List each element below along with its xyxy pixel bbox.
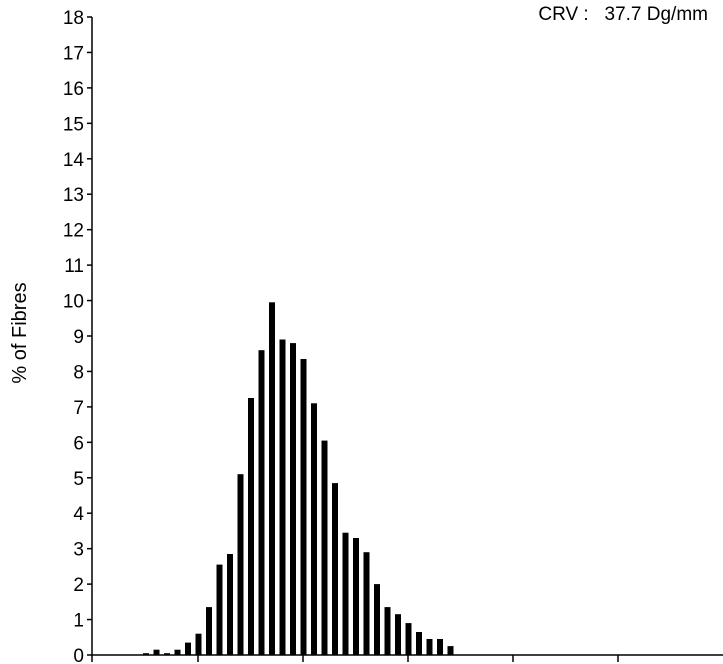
histogram-bar <box>384 607 391 655</box>
histogram-bar <box>195 633 202 655</box>
y-tick-label: 17 <box>63 43 84 64</box>
y-tick-label: 2 <box>73 575 84 596</box>
histogram-bar <box>332 483 338 655</box>
y-tick-label: 13 <box>63 185 84 206</box>
histogram-bar <box>321 440 328 655</box>
y-tick-label: 8 <box>73 362 84 383</box>
y-tick-label: 16 <box>63 79 84 100</box>
histogram-bar <box>311 403 317 655</box>
y-axis-title: % of Fibres <box>9 282 31 383</box>
y-tick-label: 11 <box>64 256 84 277</box>
histogram-bar <box>258 350 265 655</box>
histogram-bar <box>227 554 233 655</box>
y-tick-label: 6 <box>73 433 84 454</box>
histogram-bar <box>153 649 160 655</box>
histogram-bar <box>206 607 212 655</box>
histogram-bar <box>174 649 181 655</box>
histogram-bar <box>248 398 254 655</box>
y-tick-label: 1 <box>73 611 84 632</box>
histogram-bar <box>426 639 433 655</box>
bars-group <box>143 302 454 655</box>
histogram-bar <box>437 639 443 655</box>
histogram-bar <box>447 646 454 655</box>
histogram-bar <box>416 632 422 655</box>
histogram-bar <box>279 339 286 655</box>
y-tick-label: 14 <box>63 150 85 171</box>
histogram-bar <box>342 532 349 655</box>
histogram-bar <box>290 343 296 655</box>
histogram-bar <box>164 653 170 655</box>
histogram-bar <box>269 302 275 655</box>
histogram-bar <box>237 474 244 655</box>
histogram-bar <box>216 564 223 655</box>
y-tick-label: 0 <box>73 646 84 664</box>
histogram-bar <box>143 653 149 655</box>
y-tick-label: 3 <box>73 540 84 561</box>
y-tick-label: 7 <box>73 398 84 419</box>
y-tick-label: 5 <box>73 469 84 490</box>
y-tick-label: 4 <box>73 504 84 525</box>
x-axis-ticks <box>91 655 619 662</box>
y-tick-label: 15 <box>63 114 84 135</box>
y-tick-label: 12 <box>63 221 84 242</box>
histogram-bar <box>405 623 412 655</box>
histogram-bar <box>395 614 401 655</box>
histogram-bar <box>363 552 370 655</box>
histogram-bar <box>374 584 380 655</box>
histogram-bar <box>300 359 307 655</box>
crv-annotation: CRV : 37.7 Dg/mm <box>538 4 708 25</box>
y-tick-label: 10 <box>63 292 84 313</box>
y-tick-label: 18 <box>63 8 84 29</box>
histogram-bar <box>185 642 191 655</box>
histogram-bar <box>353 538 359 655</box>
y-tick-label: 9 <box>73 327 84 348</box>
